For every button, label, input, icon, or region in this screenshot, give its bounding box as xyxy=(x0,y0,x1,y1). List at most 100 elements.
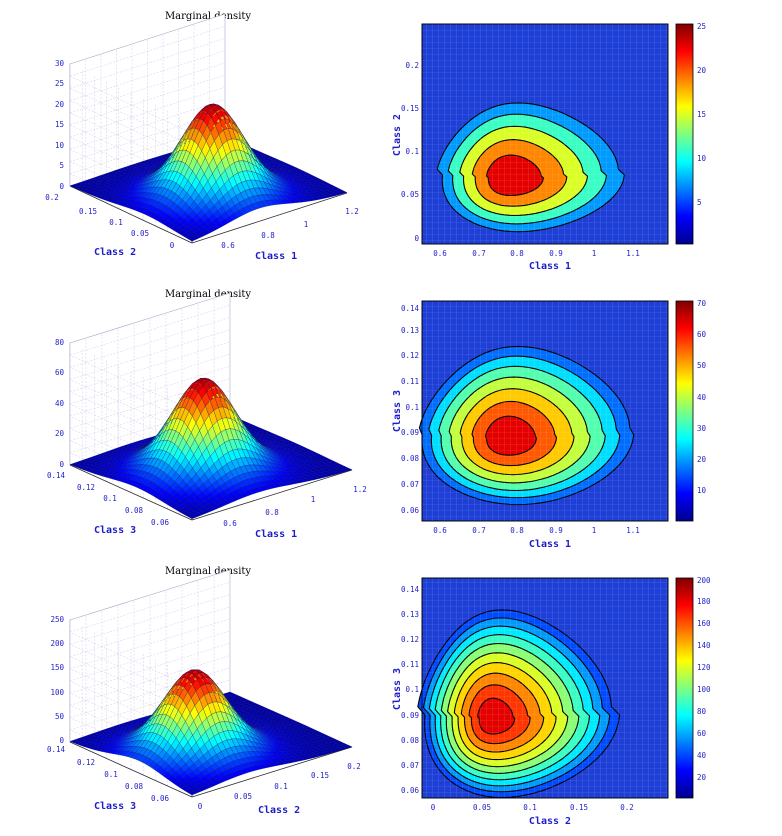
x-tick-label: 0.15 xyxy=(311,771,329,780)
y-tick-label: 0 xyxy=(414,234,419,243)
x-tick-label: 1.2 xyxy=(353,485,367,494)
x-tick-label: 1.2 xyxy=(345,207,359,216)
y-tick-label: 0.2 xyxy=(45,193,59,202)
y-tick-label: 0.15 xyxy=(401,104,419,113)
surface-z-ticks-3: 0 50 100 150 200 250 xyxy=(50,615,64,745)
y-tick-label: 0 xyxy=(170,241,175,250)
y-tick-label: 0.14 xyxy=(47,745,66,754)
contour-frame-3 xyxy=(421,577,669,799)
colorbar-2 xyxy=(675,300,694,522)
z-tick-label: 80 xyxy=(55,338,65,347)
contour-ylabel-3: Class 3 xyxy=(392,668,403,710)
y-tick-label: 0.14 xyxy=(47,471,66,480)
grid-line xyxy=(69,75,193,134)
y-axis-line xyxy=(69,741,193,798)
colorbar-tick-label: 10 xyxy=(697,154,707,163)
x-tick-label: 1 xyxy=(592,249,597,258)
x-tick-label: 0.9 xyxy=(549,249,563,258)
x-tick-label: 0.7 xyxy=(472,249,486,258)
colorbar-tick-label: 70 xyxy=(697,299,707,308)
surface-x-ticks-2: 0.6 0.8 1 1.2 xyxy=(223,485,367,528)
surface-y-ticks-2: 0.14 0.12 0.1 0.08 0.06 xyxy=(47,471,170,527)
y-tick-label: 0.09 xyxy=(401,428,419,437)
surface-z-ticks-1: 0 5 10 15 20 25 30 xyxy=(55,59,65,191)
colorbar-tick-label: 120 xyxy=(697,663,711,672)
contour-x-ticks-1: 0.6 0.7 0.8 0.9 1 1.1 xyxy=(433,249,640,258)
x-tick-label: 0.1 xyxy=(274,782,288,791)
contour-y-ticks-3: 0.06 0.07 0.08 0.09 0.1 0.11 0.12 0.13 0… xyxy=(401,585,420,795)
contour-xlabel-1: Class 1 xyxy=(529,261,571,272)
colorbar-tick-label: 40 xyxy=(697,751,707,760)
contour-gridlines-3 xyxy=(422,578,668,798)
z-tick-label: 0 xyxy=(59,182,64,191)
z-tick-label: 25 xyxy=(55,79,64,88)
surface-cell xyxy=(343,745,353,749)
colorbar-tick-label: 20 xyxy=(697,455,707,464)
colorbar-3 xyxy=(675,577,694,799)
contour-xlabel-3: Class 2 xyxy=(529,816,571,827)
z-tick-label: 60 xyxy=(55,368,65,377)
y-axis-line xyxy=(69,185,193,244)
y-tick-label: 0.08 xyxy=(125,782,144,791)
x-tick-label: 0.8 xyxy=(265,508,279,517)
surface-title-2: Marginal density xyxy=(165,289,251,300)
x-tick-label: 0.8 xyxy=(261,231,275,240)
x-tick-label: 0.05 xyxy=(473,803,491,812)
grid-line xyxy=(69,88,193,146)
y-tick-label: 0.1 xyxy=(104,770,118,779)
colorbar-tick-label: 80 xyxy=(697,707,707,716)
x-tick-label: 0.2 xyxy=(347,762,361,771)
colorbar-tick-label: 100 xyxy=(697,685,711,694)
surface-ylabel-3: Class 3 xyxy=(94,801,136,812)
z-tick-label: 10 xyxy=(55,141,65,150)
grid-line xyxy=(69,354,193,411)
z-tick-label: 40 xyxy=(55,399,65,408)
y-tick-label: 0.08 xyxy=(125,506,144,515)
surface-mesh-3 xyxy=(69,669,353,796)
y-tick-label: 0.11 xyxy=(401,377,419,386)
colorbar-tick-label: 200 xyxy=(697,576,711,585)
y-tick-label: 0.1 xyxy=(405,147,419,156)
z-tick-label: 200 xyxy=(50,639,64,648)
contour-y-ticks-1: 0 0.05 0.1 0.15 0.2 xyxy=(401,61,420,243)
x-tick-label: 0.7 xyxy=(472,526,486,535)
colorbar-tick-label: 20 xyxy=(697,66,707,75)
y-tick-label: 0.15 xyxy=(79,207,97,216)
contour-gridlines-2 xyxy=(422,301,668,521)
surface-xlabel-2: Class 1 xyxy=(255,529,297,540)
y-tick-label: 0.12 xyxy=(77,758,95,767)
y-tick-label: 0.1 xyxy=(405,403,419,412)
surface-y-ticks-3: 0.14 0.12 0.1 0.08 0.06 xyxy=(47,745,170,803)
x-tick-label: 1 xyxy=(311,495,316,504)
y-tick-label: 0.08 xyxy=(401,454,420,463)
colorbar-tick-label: 160 xyxy=(697,619,711,628)
z-tick-label: 150 xyxy=(50,663,64,672)
y-tick-label: 0.14 xyxy=(401,585,420,594)
surface-x-ticks-1: 0.6 0.8 1 1.2 xyxy=(221,207,359,250)
surface-mesh-2 xyxy=(69,377,353,519)
contour-plot-3: 0.06 0.07 0.08 0.09 0.1 0.11 0.12 0.13 0… xyxy=(392,576,711,827)
surface-title-3: Marginal density xyxy=(165,566,251,577)
grid-line xyxy=(69,50,226,101)
surface-ylabel-2: Class 3 xyxy=(94,525,136,536)
colorbar-tick-label: 180 xyxy=(697,597,711,606)
surface-plot-3: Marginal density 0 50 100 150 200 250 0.… xyxy=(47,566,361,816)
contour-x-ticks-2: 0.6 0.7 0.8 0.9 1 1.1 xyxy=(433,526,640,535)
z-tick-label: 20 xyxy=(55,100,65,109)
grid-line xyxy=(69,38,226,89)
y-tick-label: 0.11 xyxy=(401,660,419,669)
surface-cell xyxy=(338,190,348,195)
surface-x-ticks-3: 0 0.05 0.1 0.15 0.2 xyxy=(198,762,361,811)
z-tick-label: 100 xyxy=(50,688,64,697)
x-tick-label: 1 xyxy=(304,220,309,229)
y-tick-label: 0.05 xyxy=(131,229,149,238)
contour-gridlines-1 xyxy=(422,24,668,244)
x-tick-label: 0 xyxy=(198,802,203,811)
y-tick-label: 0.06 xyxy=(151,794,170,803)
y-tick-label: 0.1 xyxy=(109,218,123,227)
y-tick-label: 0.12 xyxy=(401,351,419,360)
y-tick-label: 0.07 xyxy=(401,480,419,489)
z-tick-label: 30 xyxy=(55,59,65,68)
colorbar-tick-label: 15 xyxy=(697,110,706,119)
